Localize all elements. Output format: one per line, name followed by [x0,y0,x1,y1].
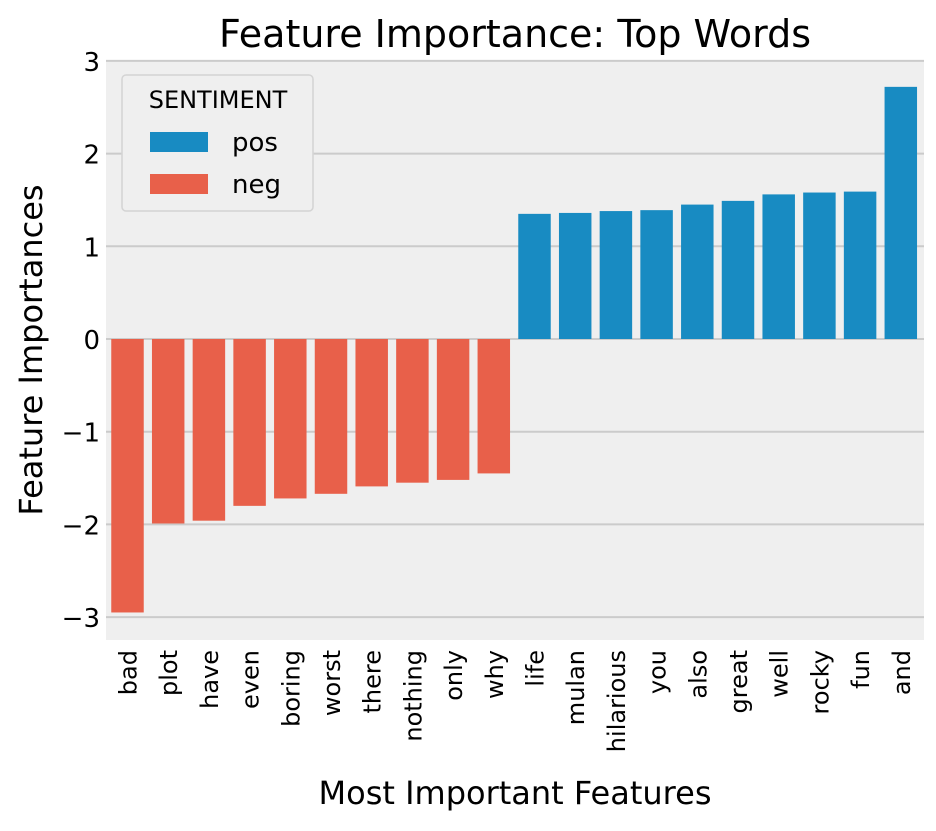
legend-label-neg: neg [232,170,281,200]
x-tick-label: well [766,650,794,698]
y-tick-label: 1 [83,233,100,263]
x-tick-label: bad [115,650,143,695]
bar-also [681,204,714,339]
x-axis-label: Most Important Features [319,774,712,812]
y-tick-label: −3 [62,604,100,634]
legend-title: SENTIMENT [149,86,288,114]
y-tick-label: 3 [83,48,100,78]
bar-and [884,86,918,339]
x-tick-label: also [684,650,712,699]
legend-label-pos: pos [232,128,278,158]
bar-well [762,194,795,339]
legend-swatch-neg [150,174,208,194]
x-tick-label: there [359,650,387,714]
x-tick-label: even [237,650,265,709]
bar-why [477,339,511,474]
bar-bad [111,339,144,613]
x-tick-label: boring [277,650,305,727]
x-tick-label: and [888,650,916,695]
legend: SENTIMENT pos neg [121,74,314,212]
bar-great [721,200,755,339]
x-tick-label: great [725,650,753,713]
bar-have [192,339,226,521]
y-tick-label: −2 [62,511,100,541]
bar-life [518,213,551,339]
y-tick-label: −1 [62,419,100,449]
bar-boring [274,339,307,499]
x-tick-label: hilarious [603,650,631,752]
chart-title: Feature Importance: Top Words [219,12,811,56]
bar-you [640,210,673,339]
x-tick-label: plot [155,650,183,696]
x-tick-label: fun [847,650,875,689]
y-tick-label: 0 [83,326,100,356]
bar-even [233,339,266,506]
x-tick-label: rocky [806,650,834,714]
bar-only [436,339,470,480]
bar-rocky [803,192,836,339]
y-tick-label: 2 [83,141,100,171]
x-tick-label: life [522,650,550,687]
x-tick-label: mulan [562,650,590,725]
bar-plot [151,339,185,524]
bar-worst [314,339,348,494]
x-tick-label: only [440,650,468,701]
x-tick-label: nothing [399,650,427,742]
x-tick-label: worst [318,650,346,716]
x-tick-label: you [644,650,672,694]
legend-swatch-pos [150,132,208,152]
bar-mulan [558,212,592,339]
x-tick-label: why [481,650,509,699]
bar-hilarious [599,211,633,339]
bar-there [355,339,388,487]
bar-nothing [396,339,429,483]
y-axis-label: Feature Importances [12,184,50,515]
x-axis-ticks: bad plot have even boring worst there nothing on… [115,650,916,752]
x-tick-label: have [196,650,224,709]
bars [111,86,918,613]
y-axis-ticks: 3 2 1 0 −1 −2 −3 [62,48,100,634]
bar-fun [843,191,877,339]
